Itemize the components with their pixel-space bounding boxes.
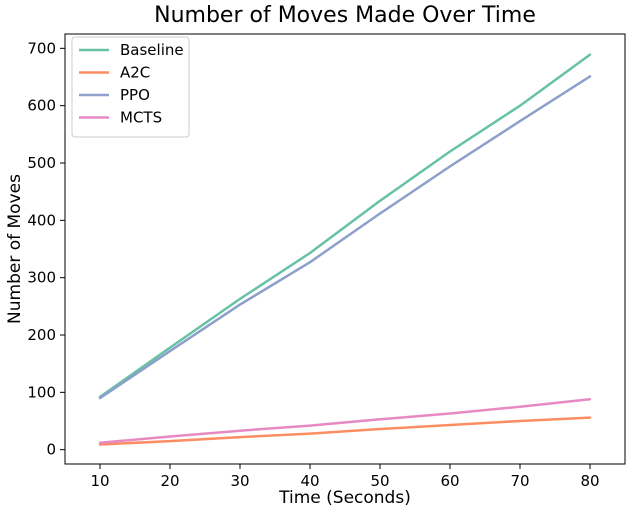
y-tick-label: 0 [46, 441, 56, 459]
plot-frame [64, 33, 626, 465]
legend-box [71, 36, 190, 138]
x-tick-label: 20 [160, 472, 179, 490]
y-axis-ticks: 0 100 200 300 400 500 600 700 [27, 39, 65, 459]
legend-label-ppo: PPO [120, 86, 150, 104]
series-line-a2c [98, 416, 592, 446]
y-tick-label: 200 [27, 326, 56, 344]
y-axis-label: Number of Moves [5, 174, 25, 324]
legend-label-mcts: MCTS [120, 109, 162, 127]
series-line-baseline [98, 53, 592, 399]
x-axis-ticks: 10 20 30 40 50 60 70 80 [90, 464, 600, 490]
x-tick-label: 50 [370, 472, 389, 490]
x-tick-label: 40 [300, 472, 319, 490]
x-axis-label: Time (Seconds) [278, 488, 411, 508]
y-tick-label: 300 [27, 269, 56, 287]
series-line-mcts [98, 397, 592, 445]
y-tick-label: 100 [27, 383, 56, 401]
y-tick-label: 500 [27, 154, 56, 172]
y-tick-label: 600 [27, 97, 56, 115]
legend-label-baseline: Baseline [120, 41, 184, 59]
y-tick-label: 400 [27, 211, 56, 229]
x-tick-label: 10 [90, 472, 109, 490]
legend: Baseline A2C PPO MCTS [71, 36, 190, 138]
x-tick-label: 80 [580, 472, 599, 490]
x-tick-label: 70 [510, 472, 529, 490]
x-tick-label: 30 [230, 472, 249, 490]
series-line-ppo [98, 75, 592, 400]
chart-title: Number of Moves Made Over Time [154, 3, 536, 28]
plot-area [64, 33, 626, 465]
x-tick-label: 60 [440, 472, 459, 490]
series-lines [98, 53, 592, 446]
y-tick-label: 700 [27, 39, 56, 57]
legend-label-a2c: A2C [120, 64, 150, 82]
